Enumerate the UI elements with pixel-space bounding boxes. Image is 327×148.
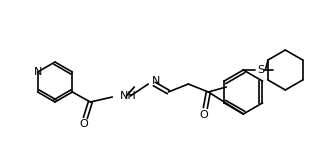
Text: NH: NH [120,91,137,101]
Text: N: N [33,67,42,77]
Text: O: O [199,110,208,120]
Text: N: N [152,76,161,86]
Text: S: S [257,65,264,75]
Text: O: O [79,119,88,129]
